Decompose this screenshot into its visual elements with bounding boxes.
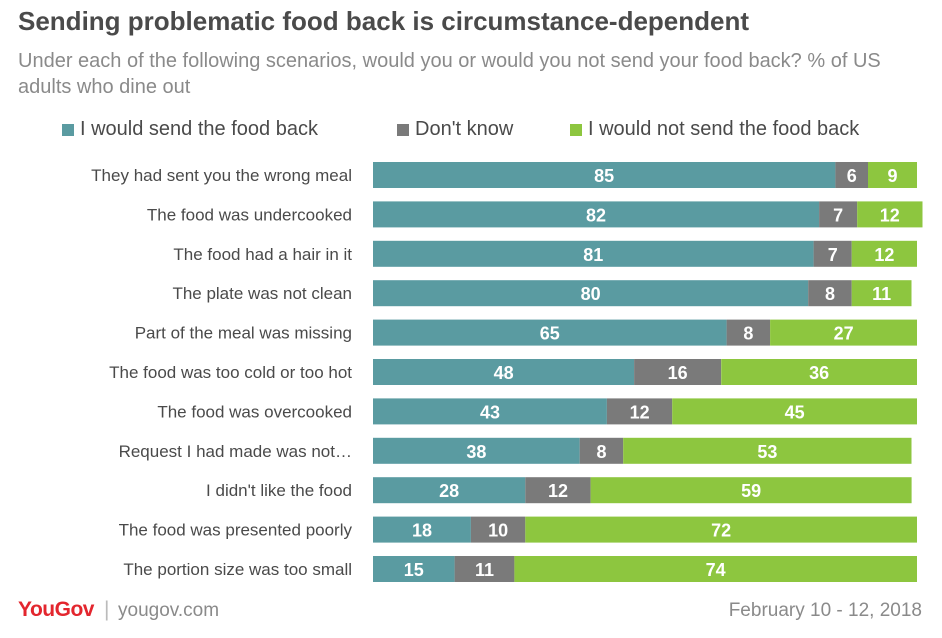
bar-segment-not-send: [623, 437, 912, 464]
bar-segment-not-send: [851, 280, 912, 307]
bar-segment-dont-know: [726, 319, 771, 346]
data-label-dont-know: 11: [475, 560, 494, 580]
data-label-send: 81: [583, 245, 603, 265]
data-label-not-send: 59: [741, 481, 761, 501]
data-label-not-send: 36: [809, 363, 829, 383]
legend-item-send: I would send the food back: [62, 118, 318, 141]
bar-segment-send: [373, 240, 814, 267]
footer-separator: |: [104, 598, 110, 621]
bar-segment-dont-know: [813, 240, 852, 267]
data-label-send: 18: [412, 521, 432, 541]
legend: I would send the food back Don't know I …: [0, 118, 942, 144]
bar-segment-dont-know: [808, 280, 852, 307]
chart-title: Sending problematic food back is circums…: [18, 6, 750, 36]
legend-label-send: I would send the food back: [80, 118, 318, 140]
data-label-dont-know: 8: [825, 284, 835, 304]
legend-swatch-dont-know: [397, 123, 409, 136]
bar-segment-not-send: [590, 477, 912, 504]
category-label: Request I had made was not…: [119, 442, 352, 461]
data-label-dont-know: 12: [630, 402, 650, 422]
legend-label-not-send: I would not send the food back: [588, 118, 860, 140]
data-label-not-send: 74: [706, 560, 726, 580]
data-label-dont-know: 7: [833, 205, 843, 225]
data-label-dont-know: 8: [743, 324, 753, 344]
bar-segment-send: [373, 398, 607, 425]
data-label-not-send: 72: [711, 521, 731, 541]
bar-segment-dont-know: [835, 162, 868, 188]
data-label-send: 15: [404, 560, 424, 580]
bar-segment-not-send: [672, 398, 917, 425]
data-label-not-send: 45: [785, 402, 805, 422]
bar-segment-dont-know: [634, 359, 722, 385]
bar-segment-dont-know: [606, 398, 673, 425]
data-label-send: 43: [480, 402, 500, 422]
data-label-send: 85: [594, 166, 614, 186]
bar-segment-not-send: [857, 201, 923, 228]
bar-segment-dont-know: [454, 556, 515, 582]
data-label-send: 38: [466, 442, 486, 462]
category-label: The portion size was too small: [123, 560, 352, 579]
stacked-bar-chart: They had sent you the wrong meal 85 6 9 The …: [91, 162, 923, 582]
legend-swatch-not-send: [570, 123, 582, 136]
bar-segment-not-send: [721, 359, 917, 385]
legend-swatch-send: [62, 123, 74, 136]
data-label-send: 82: [586, 205, 606, 225]
category-label: I didn't like the food: [206, 481, 352, 500]
category-label: The plate was not clean: [172, 284, 352, 303]
data-label-dont-know: 7: [828, 245, 838, 265]
bar-segment-send: [373, 477, 526, 504]
category-label: They had sent you the wrong meal: [91, 166, 352, 185]
bar-segment-send: [373, 516, 471, 543]
data-label-not-send: 12: [880, 205, 900, 225]
category-label: Part of the meal was missing: [135, 324, 352, 343]
bar-segment-not-send: [868, 162, 917, 188]
data-label-send: 80: [581, 284, 601, 304]
category-label: The food was too cold or too hot: [109, 363, 352, 382]
data-label-dont-know: 12: [548, 481, 568, 501]
bar-segment-not-send: [525, 516, 917, 543]
data-label-dont-know: 10: [488, 521, 508, 541]
bar-segment-dont-know: [525, 477, 591, 504]
category-label: The food was undercooked: [147, 205, 352, 224]
data-label-dont-know: 6: [847, 166, 857, 186]
bar-segment-dont-know: [579, 437, 624, 464]
yougov-logo: YouGov: [18, 598, 94, 621]
bar-segment-send: [373, 280, 809, 307]
data-label-send: 48: [494, 363, 514, 383]
bar-segment-send: [373, 437, 580, 464]
legend-label-dont-know: Don't know: [415, 118, 514, 140]
category-label: The food was presented poorly: [119, 521, 353, 540]
bar-segment-send: [373, 162, 836, 188]
bar-segment-not-send: [514, 556, 917, 582]
legend-item-dont-know: Don't know: [397, 118, 513, 141]
legend-item-not-send: I would not send the food back: [570, 118, 859, 141]
data-label-send: 65: [540, 324, 560, 344]
footer-date: February 10 - 12, 2018: [728, 600, 922, 621]
bar-segment-send: [373, 201, 820, 228]
bar-segment-not-send: [851, 240, 917, 267]
data-label-dont-know: 16: [668, 363, 688, 383]
bar-segment-not-send: [770, 319, 917, 346]
category-label: The food had a hair in it: [173, 245, 352, 264]
bar-segment-dont-know: [819, 201, 858, 228]
data-label-send: 28: [439, 481, 459, 501]
chart-subtitle: Under each of the following scenarios, w…: [18, 50, 881, 98]
data-label-not-send: 9: [887, 166, 897, 186]
data-label-not-send: 11: [872, 284, 891, 304]
data-label-not-send: 27: [834, 324, 854, 344]
bar-segment-dont-know: [470, 516, 526, 543]
bar-segment-send: [373, 556, 455, 582]
category-label: The food was overcooked: [157, 402, 352, 421]
bar-segment-send: [373, 359, 635, 385]
footer-url: yougov.com: [118, 600, 220, 621]
data-label-not-send: 53: [757, 442, 777, 462]
data-label-dont-know: 8: [596, 442, 606, 462]
bar-segment-send: [373, 319, 727, 346]
data-label-not-send: 12: [874, 245, 894, 265]
